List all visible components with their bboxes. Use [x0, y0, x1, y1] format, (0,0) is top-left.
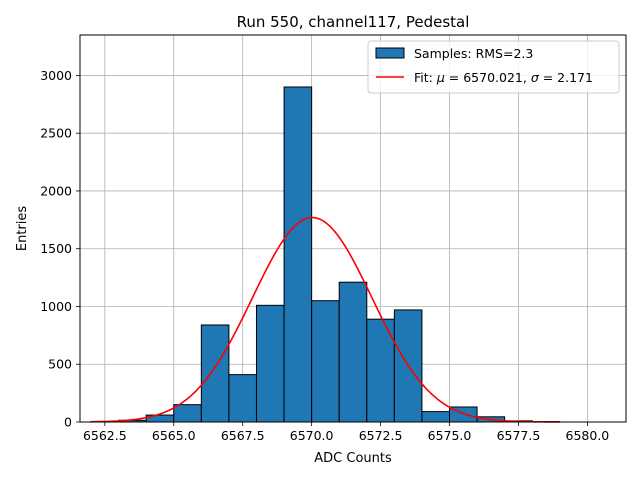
y-tick-label: 2500	[40, 126, 72, 141]
legend-patch-samples	[375, 47, 405, 59]
x-axis: 6562.5 6565.0 6567.5 6570.0 6572.5 6575.0 6577…	[83, 422, 609, 443]
x-axis-label: ADC Counts	[314, 451, 392, 466]
histogram-bar	[311, 300, 340, 423]
y-axis-label: Entries	[15, 206, 30, 252]
gaussian-fit-curve	[91, 216, 560, 423]
chart-title: Run 550, channel117, Pedestal	[237, 13, 470, 31]
histogram-bar	[338, 281, 368, 423]
x-tick-label: 6567.5	[221, 428, 265, 443]
y-axis: 0 500 1000 1500 2000 2500 3000	[40, 68, 80, 430]
legend-mu-symbol: μ	[436, 70, 445, 85]
histogram-bar	[421, 411, 451, 423]
legend-box	[367, 40, 620, 94]
legend-label-samples: Samples: RMS=2.3	[414, 46, 533, 61]
x-tick-label: 6575.0	[428, 428, 472, 443]
legend-sigma-value: = 2.171	[539, 70, 593, 85]
y-tick-label: 0	[64, 415, 72, 430]
y-tick-label: 1500	[40, 241, 72, 256]
x-tick-label: 6562.5	[83, 428, 127, 443]
histogram-bar	[255, 304, 285, 423]
x-tick-label: 6580.0	[566, 428, 610, 443]
y-tick-label: 3000	[40, 68, 72, 83]
histogram-bar	[200, 324, 230, 423]
histogram-bar	[173, 404, 202, 423]
x-tick-label: 6570.0	[290, 428, 334, 443]
x-tick-label: 6572.5	[359, 428, 403, 443]
x-tick-label: 6577.5	[497, 428, 541, 443]
fit-curve-group	[91, 216, 560, 423]
histogram-bar	[283, 86, 313, 423]
x-tick-label: 6565.0	[152, 428, 196, 443]
y-tick-label: 2000	[40, 183, 72, 198]
plot-frame	[79, 34, 627, 423]
legend-mu-value: = 6570.021,	[445, 70, 531, 85]
histogram-bar	[228, 374, 257, 423]
y-tick-label: 1000	[40, 299, 72, 314]
histogram-bar	[393, 309, 423, 423]
y-tick-label: 500	[48, 357, 72, 372]
legend-sigma-symbol: σ	[531, 70, 540, 85]
legend-label-fit: Fit: μ = 6570.021, σ = 2.171	[414, 70, 593, 85]
legend: Samples: RMS=2.3 Fit: μ = 6570.021, σ = …	[367, 40, 620, 94]
legend-fit-prefix: Fit:	[414, 70, 437, 85]
